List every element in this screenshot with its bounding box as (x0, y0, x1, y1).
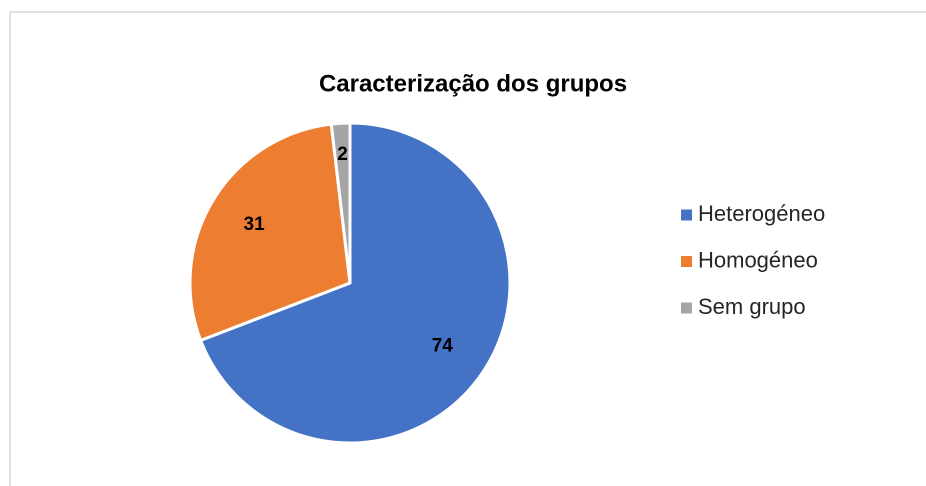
data-label: 74 (432, 335, 454, 356)
pie-slice (188, 122, 352, 342)
pie-slice (199, 121, 512, 445)
legend-label: Sem grupo (698, 294, 806, 319)
legend-label: Heterogéneo (698, 201, 825, 226)
legend-swatch (681, 302, 692, 314)
data-label: 31 (244, 214, 266, 235)
legend-label: Homogéneo (698, 247, 818, 272)
data-label: 2 (337, 144, 348, 165)
legend-swatch (681, 209, 692, 221)
pie-slice (329, 121, 352, 285)
legend-swatch (681, 256, 692, 267)
chart-title: Caracterização dos grupos (319, 70, 627, 97)
